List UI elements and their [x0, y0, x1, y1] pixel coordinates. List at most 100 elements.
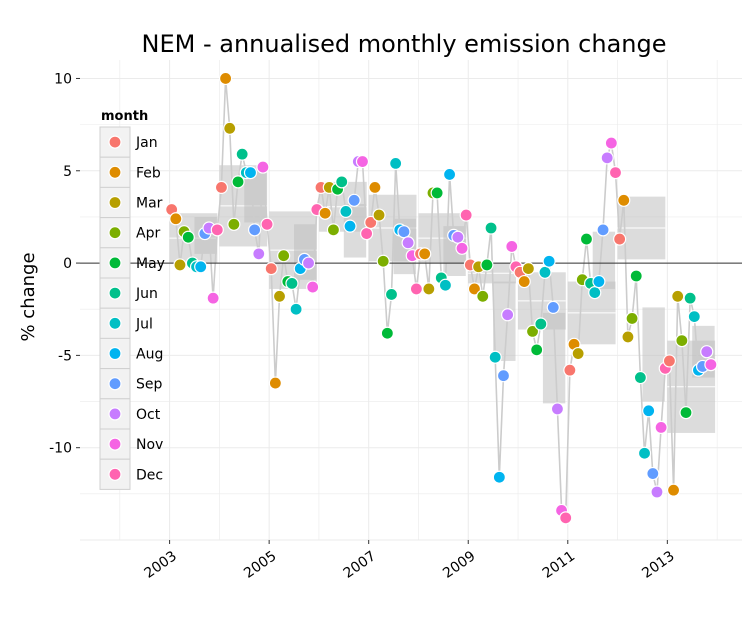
data-point-jan [264, 262, 278, 276]
data-point-feb [218, 71, 233, 86]
data-point-nov [604, 136, 618, 150]
data-point-may [231, 175, 245, 189]
legend-label-jan: Jan [135, 135, 158, 151]
data-point-dec [210, 223, 224, 237]
secondary-range-box [493, 281, 516, 361]
data-point-aug [343, 219, 357, 233]
data-point-sep [248, 223, 262, 237]
data-point-nov [455, 241, 469, 255]
data-point-feb [517, 274, 531, 289]
data-point-may [480, 258, 494, 272]
data-point-oct [451, 230, 465, 244]
data-point-sep [397, 225, 411, 239]
legend-key-jan [108, 135, 122, 149]
data-point-aug [642, 404, 656, 418]
data-point-mar [173, 258, 187, 272]
data-point-jun [484, 221, 498, 235]
data-point-oct [650, 485, 664, 499]
data-point-jun [285, 276, 299, 290]
x-tick-label: 2005 [241, 548, 279, 582]
legend-label-mar: Mar [136, 196, 163, 212]
data-point-jun [683, 291, 697, 305]
data-point-may [181, 230, 195, 244]
data-point-jan [563, 363, 577, 377]
plot-panel [80, 60, 742, 540]
data-point-jan [364, 215, 378, 230]
data-point-nov [704, 358, 718, 372]
data-point-aug [442, 167, 457, 182]
legend-label-apr: Apr [136, 226, 160, 242]
data-point-apr [376, 254, 390, 268]
legend-label-feb: Feb [136, 165, 161, 181]
y-tick-label: 5 [63, 164, 72, 180]
data-point-may [530, 343, 544, 357]
secondary-range-box [542, 312, 566, 404]
x-tick-label: 2007 [341, 548, 379, 582]
data-point-oct [700, 345, 714, 359]
data-point-jul [588, 286, 602, 300]
data-point-may [679, 406, 693, 420]
data-point-feb [467, 282, 482, 296]
legend-key-aug [108, 346, 122, 361]
data-point-aug [194, 260, 208, 274]
legend-key-feb [108, 165, 122, 179]
data-point-dec [360, 226, 374, 241]
data-points [165, 71, 718, 525]
legend-label-nov: Nov [136, 437, 163, 453]
legend-key-jun [108, 286, 122, 300]
y-tick-label: 0 [63, 256, 72, 272]
data-point-feb [169, 212, 183, 226]
legend-key-apr [108, 226, 122, 240]
data-point-sep [646, 466, 660, 481]
data-point-aug [492, 470, 506, 484]
data-point-may [430, 186, 444, 200]
data-point-jun [335, 175, 349, 189]
legend-key-dec [108, 467, 122, 481]
data-point-sep [496, 369, 511, 383]
data-point-nov [206, 291, 220, 305]
y-tick-label: -5 [58, 348, 72, 364]
data-point-oct [252, 247, 266, 261]
data-point-mar [223, 121, 237, 135]
legend-label-aug: Aug [136, 347, 163, 363]
data-point-apr [277, 249, 291, 263]
legend-key-sep [108, 377, 122, 391]
data-point-jul [538, 265, 552, 279]
legend-key-jul [108, 316, 122, 330]
data-point-nov [306, 280, 320, 294]
secondary-range-box [343, 204, 367, 258]
data-point-oct [550, 402, 565, 416]
data-point-jul [438, 278, 453, 292]
legend-label-sep: Sep [136, 377, 163, 393]
legend-key-may [108, 256, 122, 270]
legend-label-jul: Jul [135, 316, 153, 332]
data-point-jan [662, 354, 677, 368]
data-point-apr [227, 217, 241, 231]
data-point-mar [571, 346, 585, 361]
data-point-oct [501, 308, 515, 322]
x-tick-label: 2011 [540, 548, 578, 582]
x-tick-label: 2003 [142, 548, 180, 582]
legend-key-nov [108, 437, 122, 451]
chart-title: NEM - annualised monthly emission change [142, 30, 667, 58]
data-point-apr [476, 289, 490, 303]
data-point-jul [687, 310, 701, 324]
legend-label-may: May [136, 256, 165, 272]
data-point-mar [372, 208, 386, 222]
data-point-feb [368, 180, 382, 194]
x-tick-label: 2013 [639, 548, 677, 582]
data-point-sep [546, 300, 560, 314]
legend-key-mar [108, 195, 122, 210]
data-point-dec [260, 217, 274, 231]
data-point-nov [256, 160, 270, 174]
legend-key-oct [108, 407, 122, 421]
data-point-jun [384, 287, 399, 302]
data-point-dec [409, 282, 423, 296]
data-point-feb [318, 206, 332, 220]
data-point-dec [608, 166, 623, 180]
data-point-jul [389, 156, 403, 170]
data-point-sep [596, 223, 610, 237]
data-point-jun [633, 370, 647, 385]
data-point-dec [559, 511, 573, 525]
y-axis-title: % change [18, 252, 39, 341]
